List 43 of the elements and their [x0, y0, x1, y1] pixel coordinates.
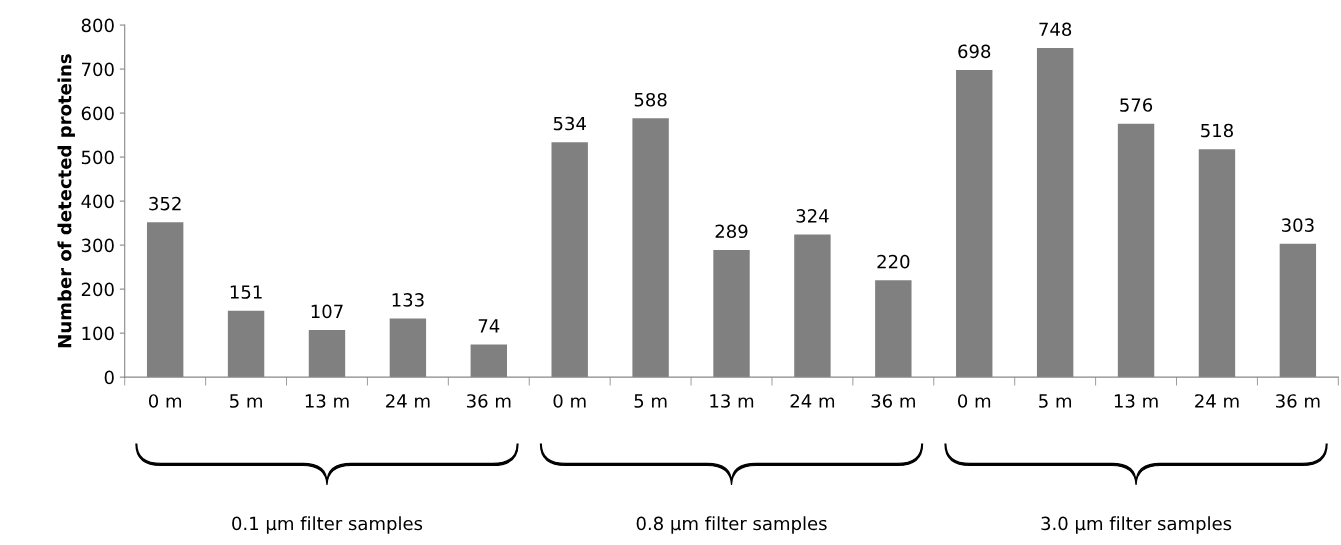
text: 0.1 μm filter samples: [232, 516, 423, 534]
y-tick-label: 600: [81, 106, 114, 121]
y-axis-title: Number of detected proteins: [57, 54, 75, 348]
x-tick-label: 36 m: [467, 394, 511, 408]
text: 0.8 μm filter samples: [636, 516, 827, 534]
x-tick-label: 24 m: [1195, 394, 1239, 408]
y-tick-label: 0: [104, 370, 114, 385]
data-label: 748: [1039, 22, 1072, 37]
x-tick-label: 13 m: [710, 394, 754, 408]
y-tick-label: 500: [81, 150, 114, 165]
y-tick-label: 700: [82, 62, 114, 77]
x-tick-label: 24 m: [790, 394, 835, 408]
x-tick-label: 13 m: [1114, 394, 1158, 408]
data-label: 576: [1120, 98, 1153, 112]
y-tick-label: 100: [82, 326, 114, 341]
x-tick-label: 36 m: [871, 394, 915, 408]
y-tick-label: 800: [81, 18, 114, 33]
data-label: 518: [1201, 123, 1233, 138]
x-tick-label: 5 m: [1039, 394, 1072, 408]
data-label: 303: [1282, 218, 1314, 232]
x-tick-label: 5 m: [634, 394, 667, 408]
y-tick-label: 200: [81, 282, 114, 297]
x-tick-label: 0 m: [958, 394, 991, 408]
data-label: 534: [553, 116, 586, 131]
data-label: 289: [715, 224, 748, 239]
data-label: 151: [230, 285, 262, 299]
x-tick-label: 24 m: [386, 394, 430, 408]
data-label: 588: [634, 92, 667, 107]
y-tick-label: 300: [81, 238, 114, 253]
data-label: 324: [796, 209, 829, 223]
text: 3.0 μm filter samples: [1041, 516, 1232, 534]
x-tick-label: 0 m: [148, 394, 182, 408]
x-tick-label: 36 m: [1276, 394, 1320, 408]
data-label: 352: [149, 196, 181, 211]
x-tick-label: 0 m: [553, 394, 586, 408]
data-label: 74: [478, 319, 500, 333]
x-tick-label: 13 m: [305, 394, 349, 408]
data-label: 698: [958, 44, 991, 59]
x-tick-label: 5 m: [230, 394, 262, 408]
y-tick-label: 400: [81, 194, 114, 209]
data-label: 220: [877, 254, 910, 269]
data-label: 133: [392, 293, 424, 307]
data-label: 107: [311, 304, 343, 319]
